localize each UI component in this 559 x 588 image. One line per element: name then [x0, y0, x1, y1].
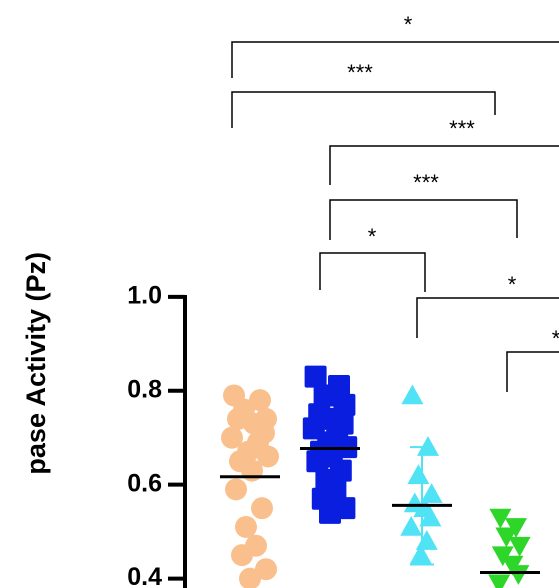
- significance-bracket: [329, 199, 518, 240]
- significance-bracket: [231, 91, 496, 128]
- y-tick-label: 0.6: [127, 469, 162, 497]
- y-axis-label: pase Activity (Pz): [21, 252, 51, 475]
- significance-bracket: [329, 145, 559, 185]
- data-point: [319, 501, 341, 524]
- significance-label: *: [508, 272, 517, 297]
- data-point: [257, 445, 279, 468]
- data-point: [495, 527, 518, 548]
- significance-label: ***: [449, 116, 475, 141]
- data-point: [306, 450, 329, 473]
- data-point: [508, 536, 531, 557]
- data-point: [241, 459, 263, 482]
- data-point: [255, 558, 277, 581]
- data-point: [235, 515, 257, 538]
- data-point: [313, 384, 336, 407]
- data-point: [409, 544, 432, 564]
- data-point: [239, 567, 261, 588]
- data-point: [417, 436, 439, 456]
- y-tick-label: 1.0: [127, 281, 162, 309]
- significance-label: *: [552, 326, 559, 351]
- data-point: [419, 506, 442, 527]
- data-point: [489, 508, 512, 529]
- data-point: [415, 530, 438, 550]
- data-point: [488, 574, 511, 588]
- data-point: [221, 426, 243, 449]
- data-point: [420, 483, 443, 503]
- significance-bracket: [231, 41, 559, 78]
- data-point: [400, 515, 423, 536]
- significance-bracket: [319, 252, 426, 292]
- significance-label: *: [404, 12, 413, 37]
- data-point: [225, 478, 247, 501]
- significance-label: ***: [413, 170, 439, 195]
- significance-bracket: [506, 351, 559, 392]
- data-point: [249, 389, 271, 412]
- data-point: [304, 365, 327, 388]
- y-tick-label: 0.8: [127, 375, 162, 403]
- data-point: [251, 497, 273, 520]
- data-point: [231, 544, 253, 567]
- significance-label: *: [368, 224, 377, 249]
- data-point: [401, 384, 424, 405]
- y-tick-label: 0.4: [127, 563, 162, 588]
- data-point: [407, 464, 430, 485]
- significance-label: ***: [347, 60, 373, 85]
- significance-bracket: [416, 297, 559, 338]
- data-point: [507, 565, 530, 585]
